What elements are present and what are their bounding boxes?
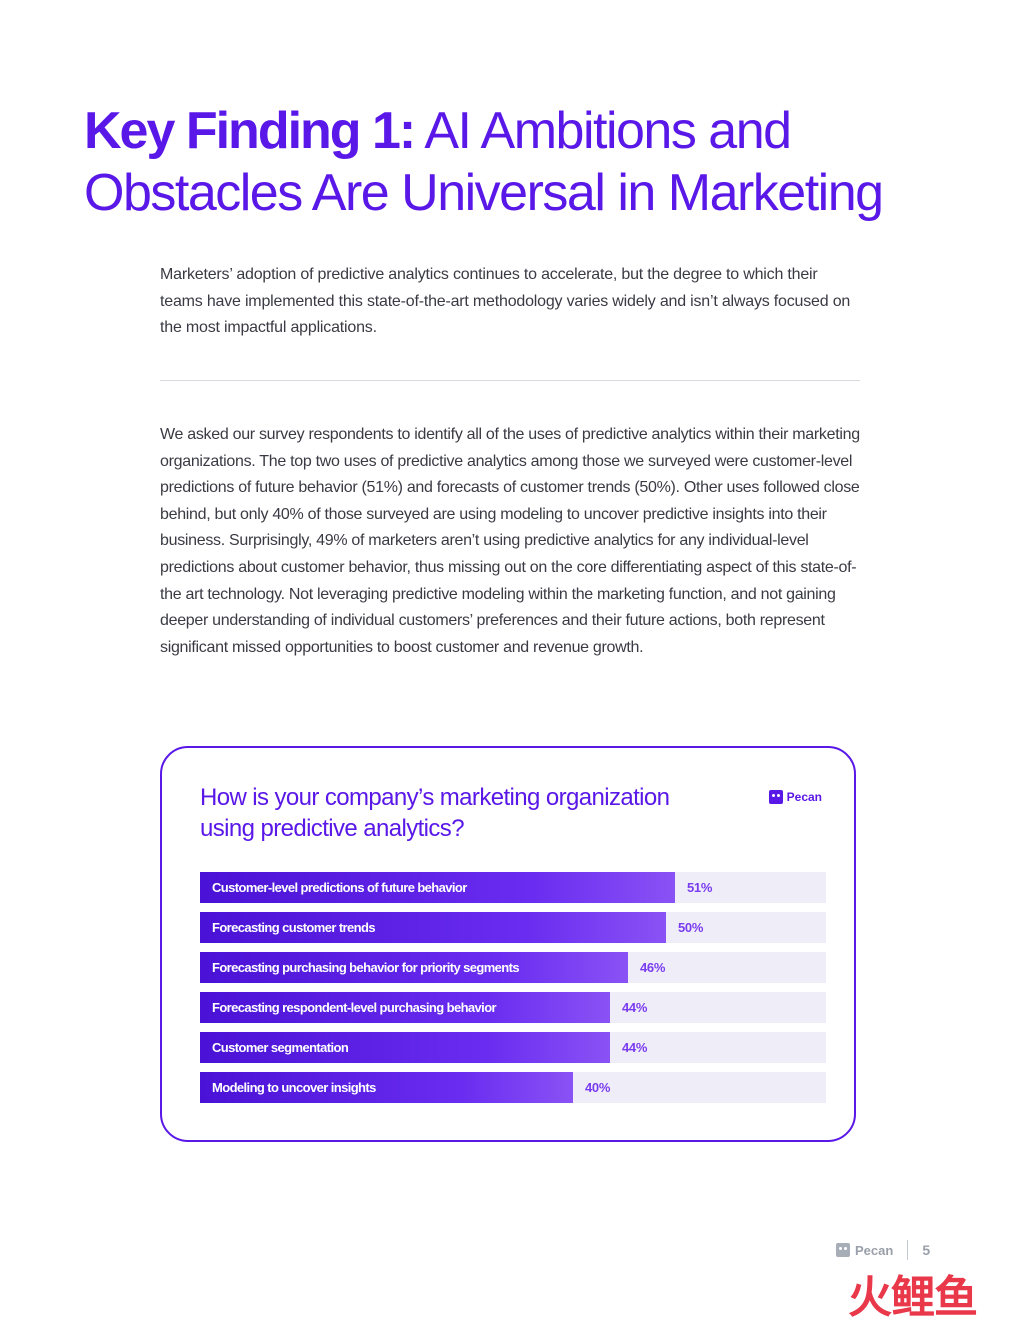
bar-row: Modeling to uncover insights 40% — [200, 1072, 826, 1103]
bar-label: Forecasting respondent-level purchasing … — [212, 1000, 497, 1015]
pecan-logo-icon — [836, 1243, 850, 1257]
page-number: 5 — [922, 1242, 931, 1258]
bar-label: Customer-level predictions of future beh… — [212, 880, 467, 895]
bar-row: Forecasting customer trends 50% — [200, 912, 826, 943]
pecan-logo-icon — [768, 790, 783, 804]
divider — [160, 380, 860, 381]
footer-brand: Pecan — [855, 1242, 894, 1258]
bar-label: Forecasting customer trends — [212, 920, 376, 935]
bar-chart: Customer-level predictions of future beh… — [200, 872, 826, 1112]
title-rest-line1: AI Ambitions and — [414, 102, 792, 160]
chart-brand-name: Pecan — [786, 790, 822, 804]
bar-value-label: 50% — [678, 920, 704, 935]
bar-value-label: 44% — [622, 1000, 648, 1015]
bar — [200, 1072, 573, 1103]
chart-title: How is your company’s marketing organiza… — [200, 784, 670, 842]
body-paragraph: We asked our survey respondents to ident… — [160, 426, 860, 656]
bar-row: Forecasting purchasing behavior for prio… — [200, 952, 826, 983]
bar-value-label: 46% — [640, 960, 666, 975]
bar-row: Forecasting respondent-level purchasing … — [200, 992, 826, 1023]
bar-label: Customer segmentation — [212, 1040, 349, 1055]
page-footer: Pecan 5 — [836, 1240, 930, 1260]
footer-separator — [907, 1240, 909, 1260]
bar-value-label: 51% — [687, 880, 713, 895]
bar — [200, 872, 675, 903]
chart-brand: Pecan — [768, 790, 822, 804]
intro-paragraph: Marketers’ adoption of predictive analyt… — [160, 266, 851, 336]
bar — [200, 912, 666, 943]
bar-label: Modeling to uncover insights — [212, 1080, 376, 1095]
bar-row: Customer-level predictions of future beh… — [200, 872, 826, 903]
bar-label: Forecasting purchasing behavior for prio… — [212, 960, 520, 975]
bar — [200, 992, 610, 1023]
title-rest-line2: Obstacles Are Universal in Marketing — [84, 164, 884, 222]
bar — [200, 952, 628, 983]
title-bold: Key Finding 1: — [84, 102, 416, 160]
bar-value-label: 40% — [585, 1080, 611, 1095]
chart-card: How is your company’s marketing organiza… — [160, 746, 856, 1142]
page-title: Key Finding 1: AI Ambitions and Obstacles… — [84, 100, 964, 224]
watermark: 火鲤鱼 — [848, 1272, 978, 1323]
bar-value-label: 44% — [622, 1040, 648, 1055]
bar-row: Customer segmentation 44% — [200, 1032, 826, 1063]
bar — [200, 1032, 610, 1063]
